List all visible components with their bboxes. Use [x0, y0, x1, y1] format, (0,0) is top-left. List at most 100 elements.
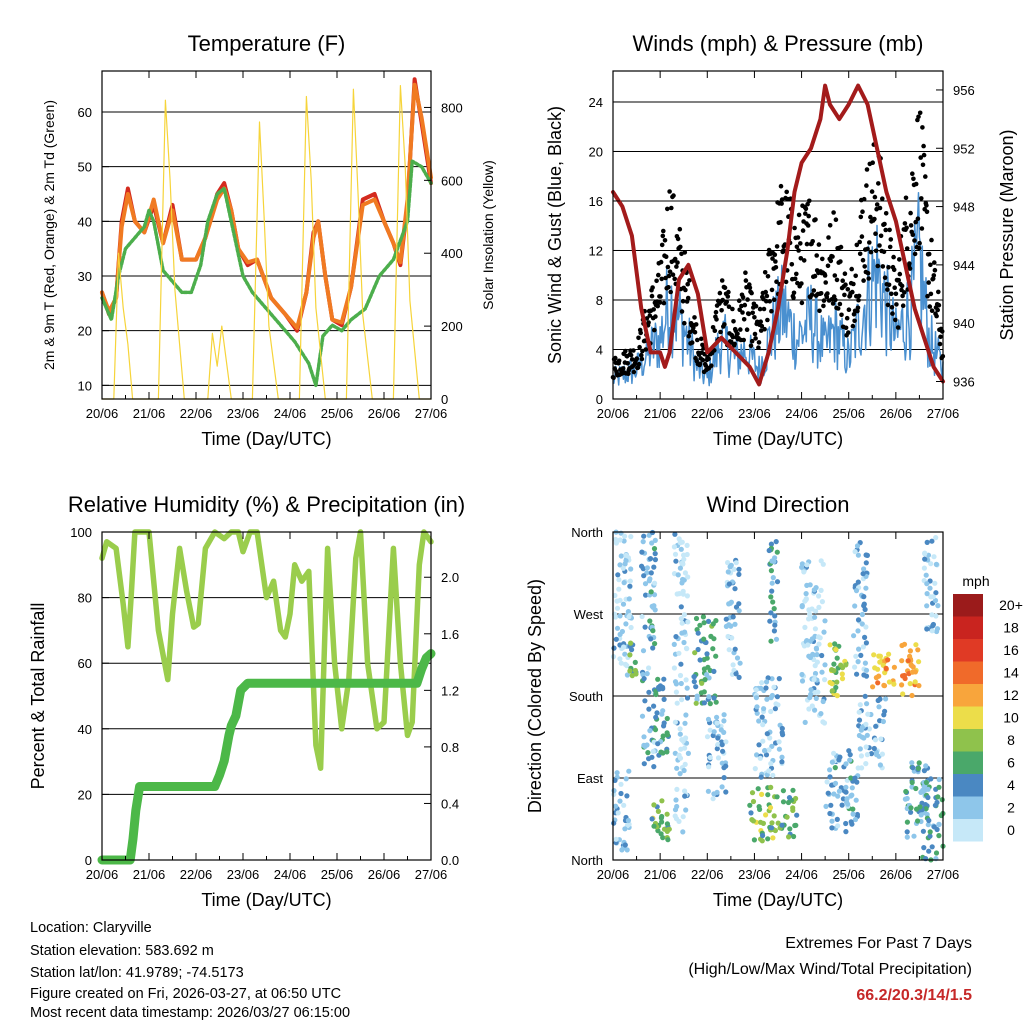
direction-point: [799, 603, 805, 609]
gust-point: [913, 181, 919, 187]
gust-point: [730, 306, 735, 312]
direction-point: [834, 816, 840, 823]
gust-point: [719, 278, 725, 283]
direction-point: [617, 613, 623, 619]
gust-point: [778, 220, 783, 225]
gust-point: [748, 343, 754, 349]
colorbar-swatch: [953, 594, 983, 617]
gust-point: [756, 340, 762, 345]
x-tick-label: 24/06: [274, 867, 307, 882]
gust-point: [794, 244, 800, 250]
direction-point: [651, 764, 657, 770]
gust-point: [870, 160, 875, 165]
direction-point: [768, 594, 774, 600]
direction-point: [711, 668, 717, 675]
direction-point: [771, 606, 777, 612]
direction-point: [674, 700, 680, 706]
direction-point: [848, 775, 854, 781]
direction-point: [928, 561, 934, 567]
direction-point: [683, 712, 689, 718]
direction-point: [697, 657, 703, 663]
gust-point: [628, 352, 634, 358]
direction-point: [813, 585, 819, 591]
direction-point: [764, 731, 770, 737]
direction-point: [755, 786, 761, 792]
direction-point: [729, 635, 735, 641]
direction-point: [701, 700, 708, 706]
direction-point: [768, 784, 774, 791]
gust-point: [830, 254, 835, 259]
direction-point: [626, 596, 632, 602]
direction-point: [682, 793, 688, 799]
y-tick-label-left: West: [574, 607, 604, 622]
direction-point: [768, 708, 774, 715]
x-axis-label: Time (Day/UTC): [201, 429, 331, 449]
gust-point: [878, 233, 884, 239]
direction-point: [856, 646, 862, 652]
direction-point: [701, 689, 707, 695]
direction-point: [864, 752, 871, 758]
gust-point: [877, 243, 882, 248]
gust-point: [923, 174, 928, 179]
gust-point: [854, 242, 860, 248]
direction-point: [647, 576, 653, 582]
gust-point: [843, 325, 849, 331]
direction-point: [679, 620, 685, 626]
gust-point: [692, 315, 697, 320]
direction-point: [613, 836, 619, 842]
direction-point: [899, 682, 905, 688]
direction-point: [936, 821, 942, 827]
gust-point: [658, 294, 663, 299]
extremes-subtitle: (High/Low/Max Wind/Total Precipitation): [688, 961, 972, 978]
direction-point: [829, 688, 836, 694]
gust-point: [812, 273, 818, 279]
direction-point: [656, 686, 662, 692]
direction-point: [642, 743, 648, 750]
gust-point: [801, 258, 807, 263]
direction-point: [802, 719, 808, 726]
extremes-title: Extremes For Past 7 Days: [785, 935, 972, 952]
gust-point: [649, 293, 655, 299]
gust-point: [699, 336, 704, 342]
gust-point: [653, 314, 658, 319]
direction-point: [769, 580, 775, 586]
direction-point: [886, 651, 892, 657]
direction-point: [923, 779, 930, 786]
direction-point: [933, 590, 939, 596]
gust-point: [880, 196, 885, 201]
gust-point: [907, 261, 912, 266]
direction-point: [684, 695, 691, 701]
gust-point: [823, 280, 828, 285]
direction-point: [838, 662, 844, 668]
gust-point: [867, 240, 872, 245]
direction-point: [846, 748, 852, 754]
direction-point: [672, 551, 679, 557]
gust-point: [865, 246, 870, 252]
gust-point: [828, 258, 834, 264]
direction-point: [904, 819, 911, 825]
direction-point: [855, 579, 861, 585]
gust-point: [939, 329, 945, 334]
colorbar-swatch: [953, 751, 983, 774]
direction-point: [925, 822, 931, 828]
direction-point: [816, 593, 822, 599]
x-tick-label: 26/06: [880, 406, 913, 421]
series-sonic-wind: [612, 191, 944, 387]
direction-point: [728, 599, 735, 605]
gust-point: [799, 300, 805, 306]
direction-point: [908, 809, 914, 815]
direction-point: [932, 802, 939, 808]
y-tick-label-right: 1.2: [441, 683, 459, 698]
direction-point: [909, 779, 915, 786]
direction-point: [710, 796, 716, 802]
direction-point: [750, 798, 757, 805]
direction-point: [814, 659, 821, 665]
direction-point: [774, 549, 780, 555]
direction-point: [802, 624, 808, 631]
gust-point: [893, 291, 899, 297]
direction-point: [649, 816, 655, 822]
direction-point: [922, 556, 928, 562]
gust-point: [825, 263, 831, 269]
direction-point: [861, 566, 867, 572]
direction-point: [819, 669, 825, 675]
